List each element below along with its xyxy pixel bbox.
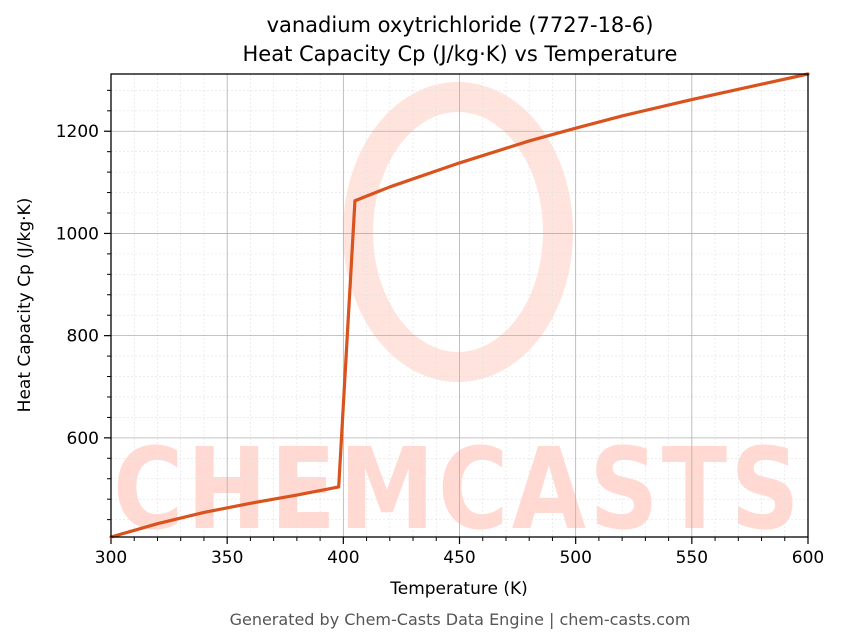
- y-axis-label: Heat Capacity Cp (J/kg·K): [15, 198, 35, 413]
- x-tick-label: 450: [443, 548, 475, 568]
- x-tick-label: 600: [792, 548, 824, 568]
- series-line-0: [109, 72, 810, 539]
- plot-frame: [110, 73, 809, 538]
- watermark-swirl-icon: [343, 82, 573, 382]
- footer-credit: Generated by Chem-Casts Data Engine | ch…: [230, 610, 691, 629]
- x-tick-label: 300: [95, 548, 127, 568]
- x-tick-label: 350: [211, 548, 243, 568]
- x-tick-label: 400: [327, 548, 359, 568]
- y-tick-label: 600: [67, 429, 99, 449]
- axis-ticks: [104, 89, 809, 544]
- y-tick-label: 1000: [56, 224, 99, 244]
- x-tick-label: 500: [559, 548, 591, 568]
- tick-labels: 300 350 400 450 500 550 600 600 800 1000 1200: [56, 122, 824, 568]
- x-axis-label: Temperature (K): [389, 579, 528, 599]
- series-layer: [109, 72, 810, 539]
- chart-title-line2: Heat Capacity Cp (J/kg·K) vs Temperature: [243, 42, 678, 66]
- x-tick-label: 550: [676, 548, 708, 568]
- watermark: CHEMCASTS: [113, 82, 803, 555]
- y-tick-label: 1200: [56, 122, 99, 142]
- chart-title-line1: vanadium oxytrichloride (7727-18-6): [267, 13, 654, 37]
- watermark-text: CHEMCASTS: [113, 425, 803, 555]
- y-tick-label: 800: [67, 327, 99, 347]
